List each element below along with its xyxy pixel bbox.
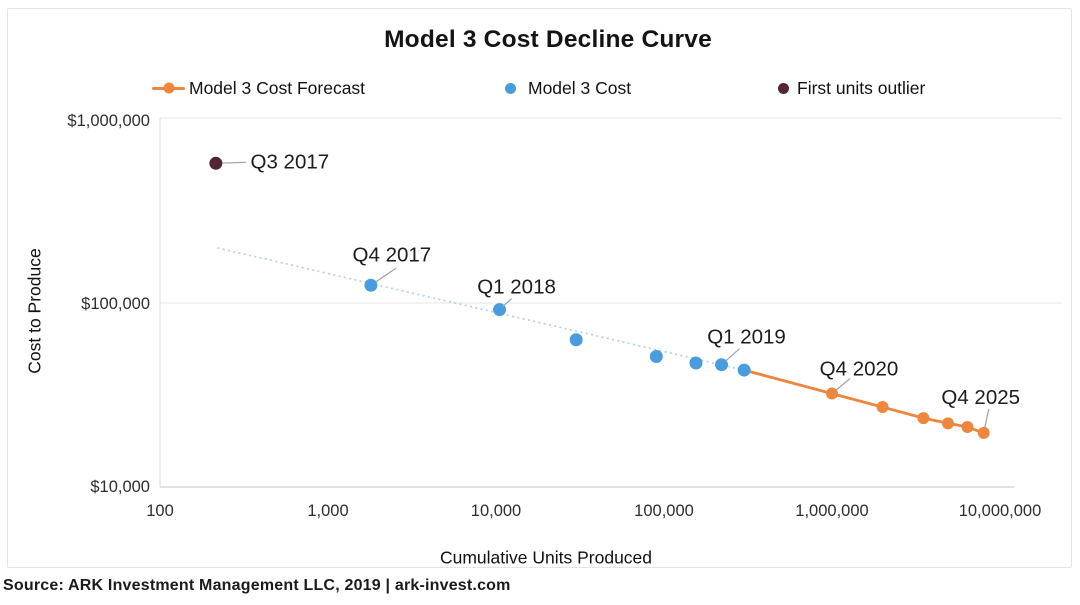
legend-item-outlier: First units outlier: [778, 76, 925, 100]
legend-label-outlier: First units outlier: [797, 77, 926, 98]
forecast-line-marker-icon: [152, 82, 185, 94]
outlier-dot-icon: [778, 82, 789, 94]
legend-item-cost: Model 3 Cost: [505, 76, 631, 100]
forecast-dot-icon: [163, 82, 174, 94]
x-axis-title: Cumulative Units Produced: [439, 547, 653, 568]
legend-label-cost: Model 3 Cost: [528, 77, 632, 98]
chart-card: Model 3 Cost Decline Curve Model 3 Cost …: [7, 8, 1072, 568]
chart-title: Model 3 Cost Decline Curve: [384, 26, 712, 53]
cost-dot-icon: [505, 82, 516, 94]
y-axis-title: Cost to Produce: [24, 248, 45, 374]
legend-label-forecast: Model 3 Cost Forecast: [189, 77, 366, 98]
legend-item-forecast: Model 3 Cost Forecast: [152, 76, 365, 100]
source-note: Source: ARK Investment Management LLC, 2…: [3, 577, 511, 594]
